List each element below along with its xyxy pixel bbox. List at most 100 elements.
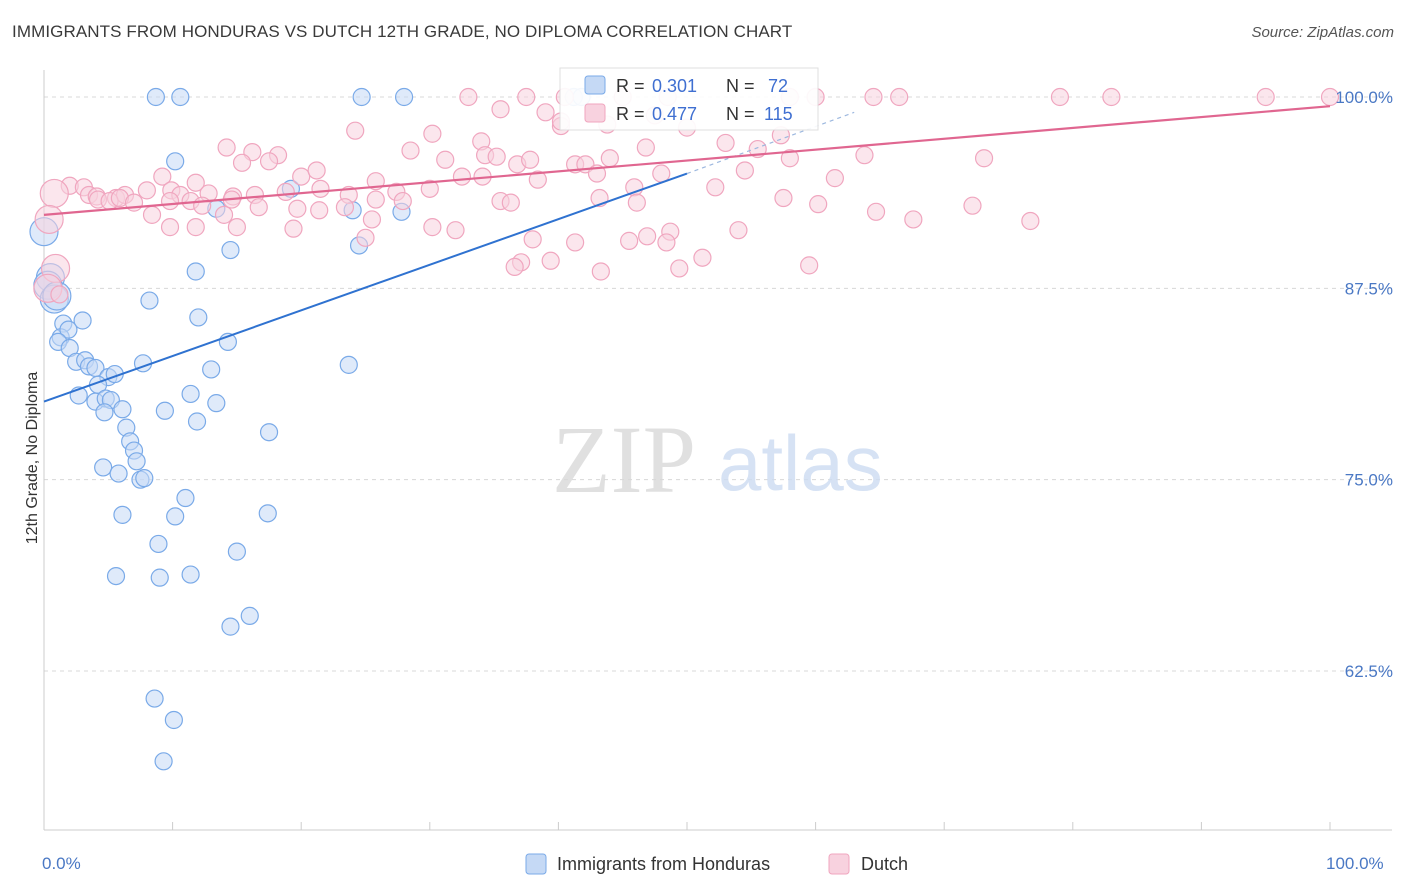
honduras-point-3 — [394, 87, 414, 107]
watermark-zip: ZIP — [552, 406, 696, 513]
dutch-point-7 — [864, 87, 883, 107]
x-tick-label-max: 100.0% — [1326, 854, 1384, 873]
honduras-point-22 — [189, 308, 208, 327]
dutch-point-42 — [232, 153, 252, 172]
dutch-point-54 — [153, 167, 172, 186]
dutch-point-44 — [292, 167, 311, 186]
dutch-point-82 — [160, 191, 180, 211]
honduras-point-24 — [59, 320, 78, 339]
dutch-point-119 — [541, 251, 560, 270]
honduras-point-43 — [207, 394, 226, 413]
y-axis-label: 12th Grade, No Diploma — [24, 372, 41, 545]
trend-line-honduras-extension — [686, 111, 855, 175]
dutch-point-13 — [491, 100, 510, 119]
dutch-point-40 — [855, 146, 874, 165]
chart-source: Source: ZipAtlas.com — [1251, 24, 1394, 41]
dutch-point-97 — [142, 205, 162, 224]
dutch-point-103 — [866, 202, 886, 221]
honduras-point-57 — [176, 488, 195, 508]
dutch-point-47 — [452, 167, 472, 186]
dutch-point-20 — [423, 124, 442, 143]
honduras-point-6 — [166, 152, 185, 171]
dutch-point-96 — [34, 204, 64, 235]
dutch-point-43 — [259, 152, 279, 171]
dutch-point-0 — [459, 87, 478, 107]
honduras-point-53 — [94, 458, 113, 477]
dutch-point-95 — [963, 196, 982, 215]
dutch-point-74 — [420, 179, 439, 198]
dutch-point-77 — [706, 178, 725, 197]
honduras-point-36 — [202, 360, 221, 379]
legend-label-honduras: Immigrants from Honduras — [557, 854, 770, 874]
honduras-point-42 — [181, 384, 200, 404]
stats-r-honduras: 0.301 — [652, 76, 697, 96]
dutch-point-101 — [729, 221, 748, 240]
watermark-atlas: atlas — [718, 419, 883, 507]
dutch-point-26 — [217, 138, 236, 157]
chart-title: IMMIGRANTS FROM HONDURAS VS DUTCH 12TH G… — [12, 22, 793, 41]
stats-swatch-honduras — [584, 75, 606, 95]
dutch-point-121 — [505, 257, 524, 277]
legend-swatch-dutch — [828, 853, 850, 875]
honduras-point-68 — [145, 689, 164, 708]
dutch-point-12 — [1320, 87, 1340, 107]
dutch-point-1 — [517, 87, 536, 107]
y-tick-labels: 100.0% 87.5% 75.0% 62.5% — [1335, 88, 1393, 681]
honduras-point-2 — [352, 87, 371, 107]
honduras-point-69 — [164, 710, 183, 730]
stats-r-dutch: 0.477 — [652, 104, 697, 124]
dutch-point-92 — [627, 193, 646, 212]
dutch-point-120 — [693, 248, 712, 267]
dutch-point-89 — [393, 191, 412, 211]
honduras-point-52 — [127, 452, 146, 471]
dutch-point-33 — [487, 147, 506, 166]
dutch-point-116 — [638, 227, 657, 246]
dutch-point-113 — [566, 233, 585, 252]
dutch-point-11 — [1256, 87, 1275, 107]
honduras-point-59 — [166, 507, 185, 526]
honduras-point-35 — [339, 355, 358, 374]
x-axis-ticks — [43, 822, 1331, 830]
honduras-point-44 — [95, 403, 114, 422]
stats-n-label-dutch: N = — [726, 104, 755, 124]
stats-n-honduras: 72 — [768, 76, 788, 96]
dutch-point-63 — [137, 181, 156, 200]
honduras-point-21 — [73, 311, 92, 330]
honduras-point-66 — [240, 606, 259, 625]
dutch-point-93 — [774, 188, 793, 208]
dutch-point-112 — [523, 230, 542, 249]
dutch-point-104 — [1021, 211, 1040, 231]
honduras-point-60 — [258, 504, 277, 523]
dutch-point-110 — [284, 219, 303, 238]
y-tick-label-3: 62.5% — [1345, 662, 1393, 681]
dutch-point-45 — [307, 161, 326, 180]
dutch-point-59 — [39, 178, 69, 209]
honduras-point-1 — [171, 87, 190, 107]
y-tick-label-2: 75.0% — [1345, 471, 1393, 490]
trend-line-honduras — [43, 172, 688, 403]
honduras-point-14 — [186, 262, 205, 281]
dutch-point-109 — [227, 218, 246, 237]
stats-n-dutch: 115 — [764, 104, 793, 124]
honduras-point-0 — [146, 87, 165, 107]
dutch-point-35 — [521, 150, 540, 169]
dutch-point-122 — [591, 262, 610, 281]
dutch-point-53 — [825, 169, 844, 188]
dutch-point-98 — [214, 205, 234, 224]
dutch-point-41 — [974, 149, 994, 168]
dutch-point-123 — [670, 259, 689, 278]
dutch-point-86 — [249, 198, 268, 217]
stats-r-label-dutch: R = — [616, 104, 645, 124]
dutch-point-30 — [436, 150, 455, 169]
honduras-point-54 — [109, 464, 128, 483]
dutch-point-108 — [186, 218, 205, 237]
dutch-point-39 — [780, 149, 799, 168]
legend-label-dutch: Dutch — [861, 854, 908, 874]
legend-swatch-honduras — [525, 853, 547, 875]
dutch-point-38 — [600, 149, 619, 168]
dutch-point-90 — [501, 193, 520, 212]
dutch-point-102 — [904, 210, 923, 229]
honduras-point-45 — [113, 400, 132, 419]
honduras-point-12 — [221, 240, 240, 260]
dutch-point-14 — [536, 103, 555, 122]
